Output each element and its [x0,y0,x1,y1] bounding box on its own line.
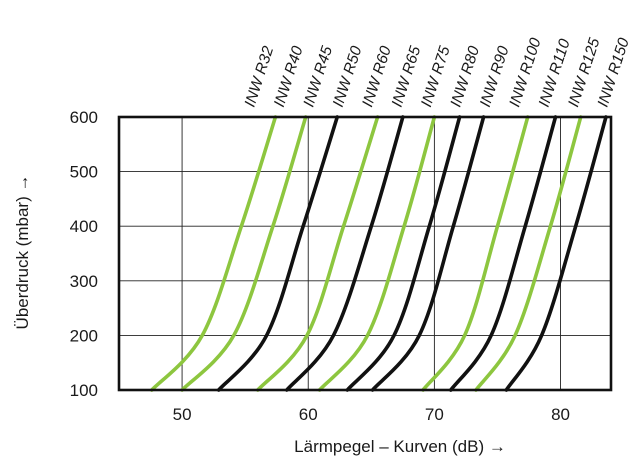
curve-inw-r32 [150,115,278,392]
curve-inw-r90 [421,115,530,392]
curve-inw-r75 [345,115,462,392]
y-tick-label: 500 [70,163,98,182]
curve-inw-r110 [474,115,583,392]
y-tick-label: 100 [70,381,98,400]
curve-inw-r65 [317,115,437,392]
curves [150,115,608,392]
curve-inw-r60 [284,115,405,392]
curve-inw-r45 [216,115,340,392]
curve-inw-r125 [504,115,608,392]
y-axis-label: Überdruck (mbar) → [13,175,32,330]
curve-inw-r100 [448,115,558,392]
curve-inw-r50 [255,115,380,392]
x-tick-label: 60 [299,405,318,424]
plot-frame [117,115,613,392]
y-tick-label: 600 [70,108,98,127]
y-tick-label: 200 [70,326,98,345]
y-tick-label: 300 [70,272,98,291]
x-tick-label: 80 [551,405,570,424]
x-tick-label: 70 [425,405,444,424]
y-tick-label: 400 [70,217,98,236]
tick-labels: 50 60 70 80 100 200 300 400 500 600 [70,108,570,424]
curve-inw-r80 [370,115,486,392]
curve-inw-r40 [180,115,308,392]
x-tick-label: 50 [173,405,192,424]
x-axis-label: Lärmpegel – Kurven (dB) → [294,437,506,456]
